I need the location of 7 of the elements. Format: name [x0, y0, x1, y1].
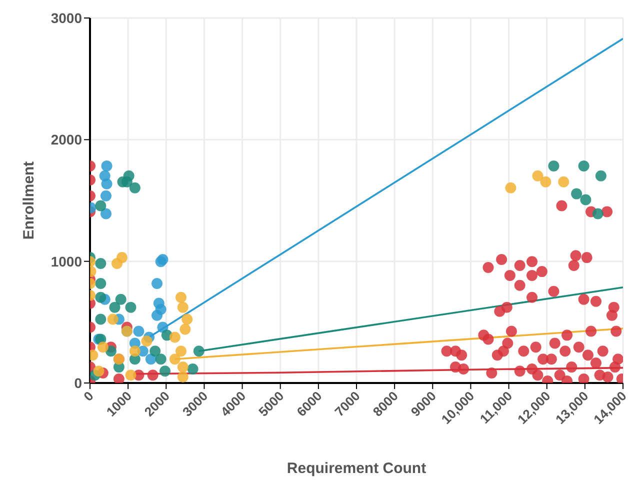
y-tick-label: 2000: [50, 132, 82, 148]
x-tick-label: 0: [80, 388, 96, 404]
x-axis-title: Requirement Count: [286, 460, 426, 477]
y-axis-title: Enrollment: [20, 161, 38, 240]
y-tick-label: 1000: [50, 253, 82, 270]
y-tick-label: 3000: [50, 10, 82, 26]
y-tick-label: 0: [74, 374, 82, 391]
